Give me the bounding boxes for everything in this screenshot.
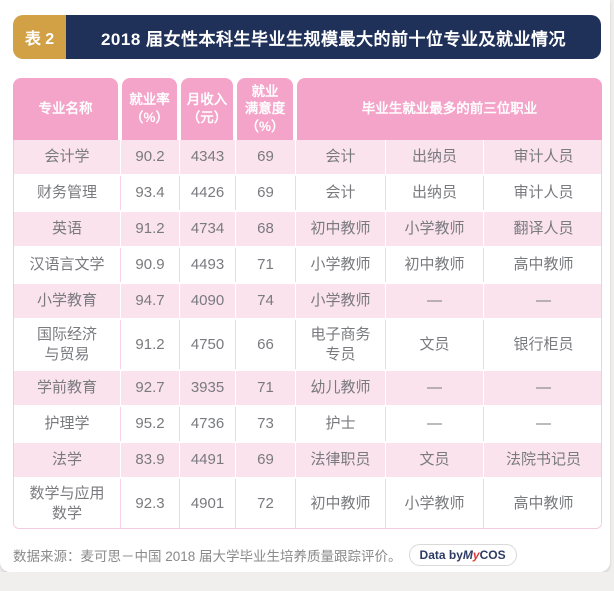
cell-job-3: 法院书记员 <box>484 443 601 477</box>
cell-monthly-income: 4901 <box>180 479 236 528</box>
cell-job-1: 小学教师 <box>296 248 386 282</box>
cell-employment-rate: 92.7 <box>121 371 180 405</box>
badge-brand-m: M <box>462 548 473 562</box>
cell-satisfaction: 72 <box>236 479 296 528</box>
table-row: 英语 91.2 4734 68 初中教师 小学教师 翻译人员 <box>14 210 601 246</box>
cell-monthly-income: 4491 <box>180 443 236 477</box>
cell-monthly-income: 4426 <box>180 176 236 210</box>
cell-job-3: 翻译人员 <box>484 212 601 246</box>
table-row: 国际经济 与贸易 91.2 4750 66 电子商务 专员 文员 银行柜员 <box>14 318 601 369</box>
cell-job-1: 法律职员 <box>296 443 386 477</box>
cell-job-1: 小学教师 <box>296 284 386 318</box>
table-header-row: 专业名称 就业率 （%） 月收入 （元） 就业 满意度 （%） 毕业生就业最多的… <box>13 78 602 140</box>
table-row: 数学与应用 数学 92.3 4901 72 初中教师 小学教师 高中教师 <box>14 477 601 528</box>
cell-employment-rate: 95.2 <box>121 407 180 441</box>
cell-major: 护理学 <box>14 407 121 441</box>
cell-satisfaction: 66 <box>236 320 296 369</box>
cell-job-3: 审计人员 <box>484 140 601 174</box>
cell-major: 财务管理 <box>14 176 121 210</box>
table-row: 法学 83.9 4491 69 法律职员 文员 法院书记员 <box>14 441 601 477</box>
cell-monthly-income: 4750 <box>180 320 236 369</box>
cell-job-2: 文员 <box>386 320 484 369</box>
col-header-major: 专业名称 <box>13 78 118 140</box>
cell-satisfaction: 74 <box>236 284 296 318</box>
cell-major: 学前教育 <box>14 371 121 405</box>
cell-job-2: — <box>386 371 484 405</box>
cell-job-1: 初中教师 <box>296 479 386 528</box>
cell-job-3: 银行柜员 <box>484 320 601 369</box>
col-header-employment-rate: 就业率 （%） <box>122 78 177 140</box>
cell-satisfaction: 71 <box>236 248 296 282</box>
cell-employment-rate: 91.2 <box>121 212 180 246</box>
cell-employment-rate: 83.9 <box>121 443 180 477</box>
source-text: 数据来源：麦可思－中国 2018 届大学毕业生培养质量跟踪评价。 <box>13 549 402 564</box>
cell-major: 会计学 <box>14 140 121 174</box>
table-title: 2018 届女性本科生毕业生规模最大的前十位专业及就业情况 <box>66 15 601 59</box>
table-row: 汉语言文学 90.9 4493 71 小学教师 初中教师 高中教师 <box>14 246 601 282</box>
cell-major: 国际经济 与贸易 <box>14 320 121 369</box>
table-titlebar: 表 2 2018 届女性本科生毕业生规模最大的前十位专业及就业情况 <box>13 15 601 59</box>
cell-job-3: 高中教师 <box>484 479 601 528</box>
cell-job-1: 电子商务 专员 <box>296 320 386 369</box>
cell-job-3: 高中教师 <box>484 248 601 282</box>
table-row: 财务管理 93.4 4426 69 会计 出纳员 审计人员 <box>14 174 601 210</box>
cell-job-2: 小学教师 <box>386 212 484 246</box>
col-header-satisfaction: 就业 满意度 （%） <box>237 78 293 140</box>
cell-satisfaction: 69 <box>236 176 296 210</box>
cell-major: 小学教育 <box>14 284 121 318</box>
cell-monthly-income: 4090 <box>180 284 236 318</box>
cell-monthly-income: 4734 <box>180 212 236 246</box>
cell-monthly-income: 4343 <box>180 140 236 174</box>
cell-job-2: 初中教师 <box>386 248 484 282</box>
cell-satisfaction: 73 <box>236 407 296 441</box>
cell-job-3: — <box>484 407 601 441</box>
cell-job-1: 幼儿教师 <box>296 371 386 405</box>
cell-monthly-income: 4736 <box>180 407 236 441</box>
table-row: 小学教育 94.7 4090 74 小学教师 — — <box>14 282 601 318</box>
cell-major: 英语 <box>14 212 121 246</box>
cell-job-3: — <box>484 371 601 405</box>
badge-brand-cos: COS <box>479 548 506 562</box>
cell-satisfaction: 69 <box>236 443 296 477</box>
cell-job-1: 初中教师 <box>296 212 386 246</box>
cell-job-2: 出纳员 <box>386 176 484 210</box>
cell-job-3: — <box>484 284 601 318</box>
cell-job-1: 会计 <box>296 176 386 210</box>
cell-monthly-income: 3935 <box>180 371 236 405</box>
cell-major: 数学与应用 数学 <box>14 479 121 528</box>
table-number-badge: 表 2 <box>13 15 66 59</box>
cell-job-1: 护士 <box>296 407 386 441</box>
source-note: 数据来源：麦可思－中国 2018 届大学毕业生培养质量跟踪评价。 Data by… <box>13 544 602 566</box>
card-bottom-edge <box>0 572 614 591</box>
table-row: 护理学 95.2 4736 73 护士 — — <box>14 405 601 441</box>
cell-job-3: 审计人员 <box>484 176 601 210</box>
cell-job-2: — <box>386 407 484 441</box>
cell-satisfaction: 71 <box>236 371 296 405</box>
cell-satisfaction: 68 <box>236 212 296 246</box>
table-body: 会计学 90.2 4343 69 会计 出纳员 审计人员 财务管理 93.4 4… <box>13 140 602 529</box>
cell-employment-rate: 92.3 <box>121 479 180 528</box>
cell-employment-rate: 93.4 <box>121 176 180 210</box>
cell-employment-rate: 90.2 <box>121 140 180 174</box>
cell-job-1: 会计 <box>296 140 386 174</box>
cell-job-2: 出纳员 <box>386 140 484 174</box>
cell-employment-rate: 91.2 <box>121 320 180 369</box>
report-card: 表 2 2018 届女性本科生毕业生规模最大的前十位专业及就业情况 专业名称 就… <box>0 0 610 572</box>
cell-employment-rate: 94.7 <box>121 284 180 318</box>
cell-employment-rate: 90.9 <box>121 248 180 282</box>
cell-job-2: 小学教师 <box>386 479 484 528</box>
cell-job-2: 文员 <box>386 443 484 477</box>
table-row: 会计学 90.2 4343 69 会计 出纳员 审计人员 <box>14 140 601 174</box>
table-row: 学前教育 92.7 3935 71 幼儿教师 — — <box>14 369 601 405</box>
cell-major: 法学 <box>14 443 121 477</box>
col-header-monthly-income: 月收入 （元） <box>181 78 233 140</box>
cell-job-2: — <box>386 284 484 318</box>
badge-brand-y: y <box>472 548 480 562</box>
badge-prefix: Data by <box>419 548 463 562</box>
cell-satisfaction: 69 <box>236 140 296 174</box>
cell-major: 汉语言文学 <box>14 248 121 282</box>
cell-monthly-income: 4493 <box>180 248 236 282</box>
col-header-top-jobs: 毕业生就业最多的前三位职业 <box>297 78 602 140</box>
